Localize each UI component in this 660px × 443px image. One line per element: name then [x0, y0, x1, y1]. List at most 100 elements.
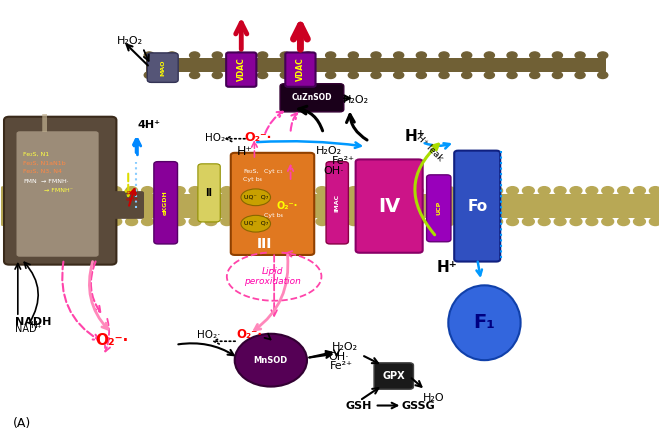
Circle shape [439, 72, 449, 78]
FancyBboxPatch shape [231, 153, 314, 255]
FancyBboxPatch shape [374, 363, 413, 389]
Text: NAD⁺: NAD⁺ [15, 324, 42, 334]
Circle shape [416, 72, 426, 78]
Text: VDAC: VDAC [237, 58, 246, 82]
Text: HO₂·: HO₂· [205, 133, 229, 143]
Circle shape [300, 187, 312, 194]
Text: FMN: FMN [23, 179, 37, 184]
Text: IV: IV [378, 197, 400, 216]
Circle shape [316, 218, 328, 225]
Ellipse shape [241, 189, 271, 206]
Circle shape [30, 187, 42, 194]
Circle shape [0, 187, 11, 194]
Circle shape [364, 187, 376, 194]
Circle shape [269, 187, 280, 194]
FancyBboxPatch shape [147, 53, 178, 82]
Circle shape [491, 187, 502, 194]
Circle shape [393, 72, 404, 78]
Circle shape [303, 52, 313, 58]
Circle shape [586, 187, 598, 194]
Bar [1, 194, 659, 218]
Text: Rev.
el.tr.: Rev. el.tr. [126, 191, 140, 202]
Circle shape [618, 187, 630, 194]
Text: O₂⁻·: O₂⁻· [244, 132, 271, 144]
Circle shape [237, 187, 249, 194]
Circle shape [257, 72, 268, 78]
Circle shape [280, 72, 290, 78]
Circle shape [325, 72, 336, 78]
Circle shape [94, 218, 106, 225]
Circle shape [284, 187, 296, 194]
Circle shape [284, 218, 296, 225]
FancyBboxPatch shape [16, 131, 98, 256]
Circle shape [348, 72, 358, 78]
Circle shape [523, 187, 535, 194]
Circle shape [443, 218, 455, 225]
Circle shape [269, 218, 280, 225]
Circle shape [530, 72, 540, 78]
Circle shape [189, 218, 201, 225]
Circle shape [145, 72, 154, 78]
Text: UQ⁻  Q₇: UQ⁻ Q₇ [244, 220, 269, 225]
Circle shape [125, 218, 137, 225]
Circle shape [189, 187, 201, 194]
Text: H⁺: H⁺ [30, 321, 41, 330]
Text: 4H⁺: 4H⁺ [138, 120, 161, 130]
Circle shape [332, 187, 344, 194]
Text: H₂O₂: H₂O₂ [343, 95, 370, 105]
FancyBboxPatch shape [226, 52, 256, 87]
Text: VDAC: VDAC [296, 58, 305, 82]
Circle shape [475, 218, 486, 225]
Text: Fe²⁺: Fe²⁺ [331, 156, 354, 166]
FancyBboxPatch shape [154, 162, 178, 244]
Text: Fe₂S, N1: Fe₂S, N1 [23, 152, 50, 156]
Circle shape [221, 218, 233, 225]
Circle shape [371, 72, 381, 78]
Text: H₂O: H₂O [423, 392, 445, 403]
Circle shape [62, 187, 74, 194]
Text: H₂O₂: H₂O₂ [331, 342, 358, 352]
Circle shape [213, 72, 222, 78]
Circle shape [411, 218, 423, 225]
Circle shape [300, 218, 312, 225]
Circle shape [570, 218, 582, 225]
Circle shape [462, 72, 472, 78]
Circle shape [125, 187, 137, 194]
Ellipse shape [235, 334, 307, 387]
Circle shape [158, 187, 169, 194]
FancyBboxPatch shape [198, 164, 220, 222]
Circle shape [475, 187, 486, 194]
Circle shape [602, 218, 614, 225]
Text: Fe₂S,: Fe₂S, [244, 169, 259, 174]
Circle shape [303, 72, 313, 78]
Circle shape [46, 218, 58, 225]
Circle shape [221, 187, 233, 194]
Text: OH·: OH· [323, 166, 344, 176]
Circle shape [427, 187, 439, 194]
Circle shape [30, 218, 42, 225]
Circle shape [649, 187, 660, 194]
Text: IMAC: IMAC [335, 194, 340, 212]
Circle shape [507, 52, 517, 58]
Circle shape [416, 52, 426, 58]
Circle shape [110, 187, 121, 194]
Circle shape [618, 218, 630, 225]
Circle shape [78, 218, 90, 225]
Circle shape [411, 187, 423, 194]
Circle shape [348, 187, 360, 194]
Circle shape [395, 218, 407, 225]
Circle shape [602, 187, 614, 194]
Text: H₂O₂: H₂O₂ [116, 36, 143, 46]
Circle shape [213, 52, 222, 58]
Circle shape [253, 187, 265, 194]
Text: MAO: MAO [160, 59, 165, 76]
Circle shape [491, 218, 502, 225]
FancyBboxPatch shape [4, 117, 116, 264]
Text: O₂⁻·: O₂⁻· [95, 333, 129, 348]
Circle shape [167, 52, 177, 58]
FancyBboxPatch shape [426, 175, 451, 242]
Circle shape [348, 218, 360, 225]
Text: (A): (A) [13, 416, 32, 430]
Text: Cyt b₆: Cyt b₆ [244, 177, 263, 182]
Circle shape [395, 187, 407, 194]
